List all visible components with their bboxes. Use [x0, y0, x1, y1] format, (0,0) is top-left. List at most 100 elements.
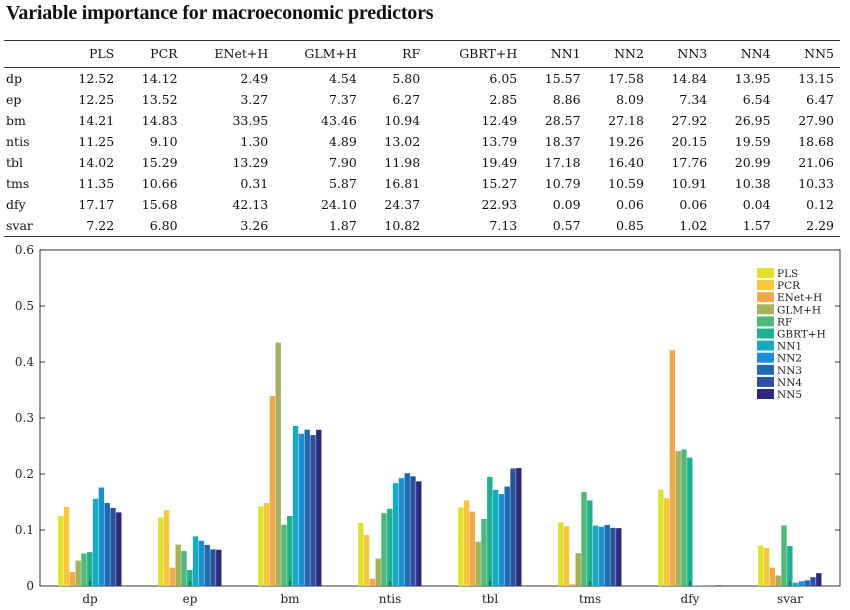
table-cell: 19.59	[734, 134, 771, 149]
table-cell: 10.66	[141, 176, 178, 191]
bar-svar-nn1	[792, 582, 799, 586]
legend-label: PLS	[777, 268, 798, 280]
table-cell: 27.92	[671, 113, 708, 128]
table-body: dp 12.52 14.12 2.49 4.54 5.80 6.05 15.57 17.58 14…	[4, 68, 840, 237]
table-cell: 3.27	[240, 92, 269, 107]
legend-swatch	[757, 280, 774, 291]
bar-ntis-pls	[358, 523, 364, 586]
bar-dfy-gbrt-h	[687, 457, 693, 586]
bar-dfy-pcr	[663, 498, 670, 586]
bar-ep-pls	[158, 517, 164, 586]
bar-tms-gbrt-h	[587, 500, 593, 586]
column-header-nn2: NN2	[614, 46, 644, 61]
bar-tbl-pcr	[463, 500, 470, 586]
bar-svar-rf	[781, 525, 787, 586]
legend-label: NN2	[777, 353, 802, 365]
bar-bm-rf	[281, 524, 287, 586]
x-tick-label: tbl	[482, 592, 499, 606]
bar-bm-nn2	[298, 433, 305, 586]
bar-dfy-enet-h	[669, 350, 676, 586]
bar-svar-pcr	[763, 547, 770, 586]
table-row: ntis 11.25 9.10 1.30 4.89 13.02 13.79 18.37 19.2…	[4, 131, 840, 152]
row-label: tms	[6, 176, 30, 191]
table-cell: 6.47	[806, 92, 834, 107]
bar-ep-enet-h	[169, 567, 176, 586]
legend-label: RF	[777, 316, 792, 328]
bar-tbl-nn4	[510, 468, 516, 586]
table-cell: 5.80	[392, 71, 421, 86]
legend-label: NN4	[777, 377, 802, 389]
table-row: bm 14.21 14.83 33.95 43.46 10.94 12.49 28.57 27.…	[4, 110, 840, 131]
table-row: tms 11.35 10.66 0.31 5.87 16.81 15.27 10.79 10.5…	[4, 173, 840, 194]
bar-tbl-nn5	[516, 468, 522, 586]
table-cell: 10.91	[671, 176, 708, 191]
table-cell: 9.10	[149, 134, 178, 149]
bar-tms-pls	[558, 522, 564, 586]
bar-bm-enet-h	[269, 395, 276, 586]
bar-bm-gbrt-h	[287, 516, 293, 586]
bar-dp-nn5	[116, 512, 122, 586]
table-cell: 17.18	[544, 155, 581, 170]
bar-ep-nn4	[210, 549, 216, 586]
x-tick-label: tms	[579, 592, 601, 606]
table-cell: 42.13	[232, 197, 269, 212]
table-cell: 0.06	[616, 197, 644, 212]
bar-dp-rf	[81, 553, 87, 586]
table-cell: 13.52	[141, 92, 178, 107]
bar-bm-glm-h	[275, 342, 281, 586]
table-cell: 12.52	[78, 71, 115, 86]
table-cell: 14.83	[141, 113, 178, 128]
table-cell: 12.49	[481, 113, 518, 128]
bar-ep-rf	[181, 550, 187, 586]
column-header-nn1: NN1	[550, 46, 581, 61]
legend-swatch	[757, 340, 774, 351]
table-cell: 10.33	[798, 176, 834, 191]
bar-tbl-rf	[481, 518, 487, 586]
table-cell: 10.94	[384, 113, 421, 128]
table-cell: 27.18	[608, 113, 644, 128]
bar-tms-nn4	[610, 527, 616, 586]
legend-swatch	[757, 376, 774, 387]
bar-tms-nn1	[592, 525, 599, 586]
x-tick-label: bm	[280, 592, 300, 606]
table-cell: 15.68	[141, 197, 178, 212]
table-cell: 13.02	[384, 134, 421, 149]
row-label: ep	[6, 92, 22, 107]
legend-swatch	[757, 328, 774, 339]
bar-tms-nn5	[616, 528, 622, 586]
table-cell: 12.25	[78, 92, 115, 107]
bar-dp-nn3	[104, 502, 110, 586]
bar-dfy-nn1	[692, 585, 699, 586]
legend-swatch	[757, 268, 774, 278]
bar-bm-pcr	[263, 502, 270, 586]
bar-ntis-nn3	[404, 473, 410, 586]
bar-tbl-pls	[458, 507, 464, 586]
table-cell: 14.02	[78, 155, 115, 170]
table-cell: 7.90	[329, 155, 357, 170]
column-header-gbrt-h: GBRT+H	[459, 46, 518, 61]
table-cell: 18.68	[798, 134, 834, 149]
table-header-row: PLS PCR ENet+H GLM+H RF GBRT+H NN1 NN2 NN3 NN4 NN5	[4, 40, 840, 68]
y-tick-label: 0	[26, 579, 34, 593]
column-header-nn5: NN5	[804, 46, 834, 61]
bar-ep-nn1	[192, 536, 199, 586]
column-header-enet-h: ENet+H	[214, 46, 269, 61]
bar-dfy-glm-h	[675, 451, 681, 586]
table-cell: 20.15	[671, 134, 708, 149]
bar-ntis-nn5	[416, 481, 422, 586]
table-cell: 0.06	[679, 197, 708, 212]
y-tick-label: 0.5	[15, 299, 34, 313]
table-cell: 16.40	[608, 155, 644, 170]
table-cell: 7.22	[86, 218, 115, 233]
bar-svar-nn2	[798, 581, 805, 586]
table-cell: 6.80	[149, 218, 178, 233]
table-cell: 8.09	[616, 92, 644, 107]
bar-ntis-nn4	[410, 476, 416, 586]
table-cell: 13.95	[734, 71, 771, 86]
table-cell: 0.04	[742, 197, 771, 212]
table-cell: 17.76	[671, 155, 708, 170]
bar-ntis-nn2	[398, 478, 405, 586]
bar-dp-nn4	[110, 507, 116, 586]
table-row: dfy 17.17 15.68 42.13 24.10 24.37 22.93 0.09 0.0…	[4, 194, 840, 215]
bar-svar-nn5	[816, 573, 822, 586]
